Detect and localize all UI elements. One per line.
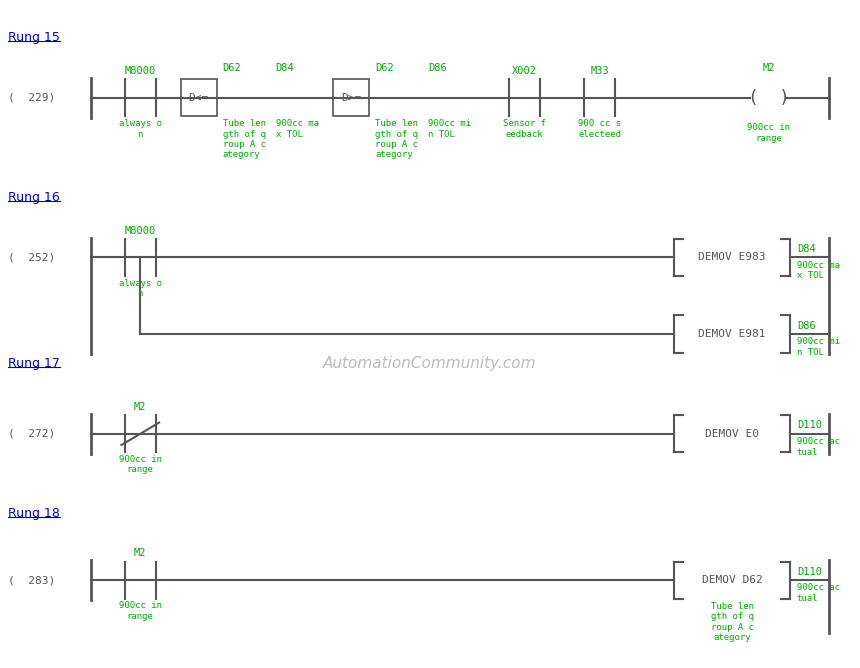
Text: D86: D86 [797, 321, 815, 331]
Text: M8000: M8000 [125, 66, 156, 76]
Text: D86: D86 [428, 63, 447, 73]
Text: D84: D84 [797, 244, 815, 254]
Text: Rung 16: Rung 16 [9, 191, 60, 204]
Text: DEMOV E0: DEMOV E0 [705, 429, 759, 439]
Text: D110: D110 [797, 567, 822, 576]
Text: always o
n: always o n [119, 119, 162, 138]
Text: M2: M2 [134, 402, 146, 412]
Text: X002: X002 [512, 66, 537, 76]
Text: M2: M2 [762, 63, 775, 73]
Text: 900cc mi
n TOL: 900cc mi n TOL [797, 337, 840, 357]
Text: (  272): ( 272) [9, 429, 56, 439]
Text: 900cc mi
n TOL: 900cc mi n TOL [428, 119, 471, 138]
Text: 900cc in
range: 900cc in range [119, 601, 162, 621]
Text: D>=: D>= [341, 93, 361, 103]
Text: D<=: D<= [188, 93, 209, 103]
Text: 900cc ac
tual: 900cc ac tual [797, 437, 840, 456]
Text: (  283): ( 283) [9, 575, 56, 585]
Text: D84: D84 [276, 63, 294, 73]
Text: Sensor f
eedback: Sensor f eedback [503, 119, 546, 138]
Text: (  252): ( 252) [9, 253, 56, 263]
Text: ): ) [778, 89, 789, 107]
Text: Rung 17: Rung 17 [9, 357, 60, 371]
Text: DEMOV E981: DEMOV E981 [698, 329, 766, 339]
Bar [333, 79, 369, 116]
Text: 900cc ac
tual: 900cc ac tual [797, 583, 840, 603]
Text: D62: D62 [375, 63, 394, 73]
Text: Tube len
gth of q
roup A c
ategory: Tube len gth of q roup A c ategory [710, 602, 753, 643]
Text: M33: M33 [590, 66, 609, 76]
Text: 900cc ma
x TOL: 900cc ma x TOL [276, 119, 319, 138]
Text: D62: D62 [223, 63, 242, 73]
Text: Rung 18: Rung 18 [9, 507, 60, 520]
Text: 900 cc s
electeed: 900 cc s electeed [578, 119, 621, 138]
Text: M8000: M8000 [125, 226, 156, 236]
Text: always o
n: always o n [119, 279, 162, 298]
Bar [181, 79, 217, 116]
Text: 900cc ma
x TOL: 900cc ma x TOL [797, 261, 840, 280]
Text: M2: M2 [134, 548, 146, 558]
Text: (: ( [747, 89, 759, 107]
Text: 900cc in
range: 900cc in range [119, 455, 162, 474]
Text: DEMOV D62: DEMOV D62 [702, 575, 763, 585]
Text: 900cc in
range: 900cc in range [747, 123, 790, 142]
Text: AutomationCommunity.com: AutomationCommunity.com [323, 357, 537, 371]
Text: (  229): ( 229) [9, 93, 56, 103]
Text: D110: D110 [797, 420, 822, 430]
Text: Rung 15: Rung 15 [9, 31, 60, 45]
Text: DEMOV E983: DEMOV E983 [698, 253, 766, 263]
Text: Tube len
gth of q
roup A c
ategory: Tube len gth of q roup A c ategory [375, 119, 418, 160]
Text: Tube len
gth of q
roup A c
ategory: Tube len gth of q roup A c ategory [223, 119, 266, 160]
